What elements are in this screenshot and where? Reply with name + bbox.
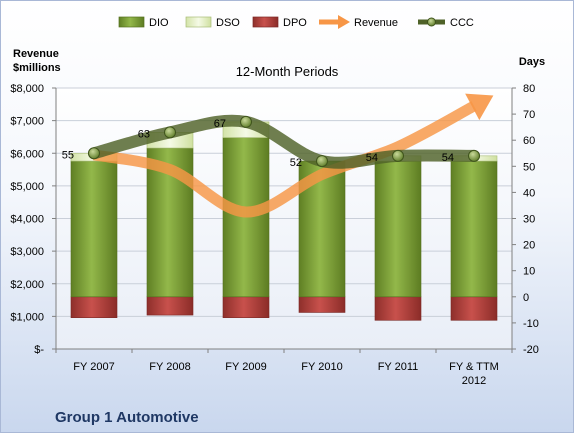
dio-bar [70,160,118,298]
ccc-point [240,115,252,128]
right-tick-label: 10 [523,266,535,278]
ccc-point [164,126,176,139]
dio-bar [374,160,422,298]
right-tick-label: -20 [523,344,539,356]
dpo-bar [374,296,422,321]
left-tick-label: $1,000 [10,311,44,323]
ccc-data-label: 54 [366,152,378,164]
x-tick-label: 2012 [462,375,486,387]
revenue-legend-arrow [338,15,350,29]
ccc-data-label: 54 [442,152,454,164]
ccc-point [392,149,404,162]
ccc-data-label: 52 [290,157,302,169]
legend-label: CCC [450,17,474,29]
legend-label: DSO [216,17,240,29]
right-tick-label: 60 [523,135,535,147]
revenue-arrowhead [465,93,494,121]
dpo-bar [298,296,346,313]
legend: DIO DSO DPO Revenue CCC [118,15,474,29]
x-tick-label: FY 2011 [378,361,419,373]
left-tick-label: $3,000 [10,246,44,258]
right-tick-label: 50 [523,161,535,173]
x-tick-label: FY & TTM [449,361,499,373]
right-tick-label: 20 [523,240,535,252]
dio-legend-swatch [118,16,145,28]
x-tick-label: FY 2007 [73,361,114,373]
left-tick-label: $- [34,344,44,356]
legend-label: DIO [149,17,169,29]
x-tick-label: FY 2008 [149,361,190,373]
dio-bar [450,160,498,298]
x-tick-label: FY 2010 [301,361,342,373]
ccc-point [468,149,480,162]
legend-label: Revenue [354,17,398,29]
legend-label: DPO [283,17,307,29]
ccc-legend-marker [427,17,436,27]
x-tick-label: FY 2009 [225,361,266,373]
right-tick-label: -10 [523,318,539,330]
ccc-data-label: 55 [62,149,74,161]
chart-title: 12-Month Periods [236,64,339,79]
dpo-bar [146,296,194,316]
right-tick-label: 40 [523,187,535,199]
dpo-bar [450,296,498,321]
right-axis-label: Days [519,56,545,68]
right-tick-label: 80 [523,83,535,95]
dpo-bar [70,296,118,318]
revenue-line [92,101,477,218]
left-tick-label: $8,000 [10,83,44,95]
left-tick-label: $6,000 [10,148,44,160]
axes: $- $1,000 $2,000 $3,000 $4,000 $5,000 $6,000 $7… [10,83,539,387]
right-tick-label: 70 [523,109,535,121]
left-tick-label: $5,000 [10,181,44,193]
right-tick-label: 0 [523,292,529,304]
left-tick-label: $7,000 [10,116,44,128]
right-tick-label: 30 [523,214,535,226]
ccc-point [316,155,328,168]
ccc-point [88,147,100,160]
ccc-data-label: 67 [214,118,226,130]
ccc-data-label: 63 [138,128,150,140]
left-tick-label: $4,000 [10,214,44,226]
dpo-bar [222,296,270,318]
dpo-legend-swatch [252,16,279,28]
dso-legend-swatch [185,16,212,28]
left-axis-label-line: Revenue [13,48,59,60]
left-axis-label: Revenue $millions [13,48,61,74]
lines: 55 63 67 52 54 54 [62,93,494,218]
left-tick-label: $2,000 [10,279,44,291]
left-axis-label-line: $millions [13,62,61,74]
company-name: Group 1 Automotive [55,409,199,426]
